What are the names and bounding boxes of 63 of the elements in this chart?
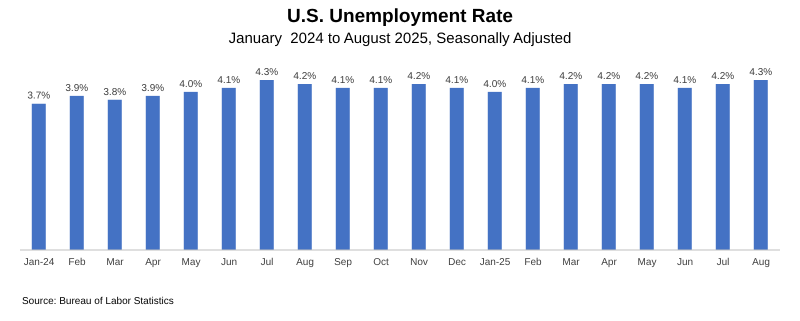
x-tick-label: Jun — [676, 257, 694, 268]
bar — [70, 96, 84, 250]
x-tick-label: Oct — [373, 257, 389, 268]
x-tick-label: Nov — [410, 257, 428, 268]
x-tick-label: Jan-24 — [24, 257, 55, 268]
x-tick-label: May — [182, 257, 200, 268]
data-label: 4.1% — [521, 74, 544, 86]
x-tick-label: Aug — [752, 257, 770, 268]
data-label: 4.2% — [559, 70, 582, 82]
bar — [184, 92, 198, 250]
data-label: 4.1% — [445, 74, 468, 86]
data-label: 4.2% — [635, 70, 658, 82]
x-tick-label: Jul — [716, 257, 730, 268]
bar — [526, 88, 540, 250]
bar — [336, 88, 350, 250]
x-tick-label: Mar — [106, 257, 124, 268]
x-tick-label: Jan-25 — [480, 257, 511, 268]
source-note: Source: Bureau of Labor Statistics — [22, 296, 174, 307]
x-tick-label: Apr — [145, 257, 162, 268]
x-tick-label: Feb — [524, 257, 542, 268]
bar — [298, 84, 312, 250]
bar — [260, 80, 274, 250]
data-label: 4.0% — [179, 78, 202, 90]
x-tick-label: Dec — [448, 257, 466, 268]
chart-title: U.S. Unemployment Rate — [286, 6, 514, 28]
x-tick-label: May — [638, 257, 656, 268]
chart-subtitle: January 2024 to August 2025, Seasonally Adjusted — [228, 30, 572, 47]
data-label: 3.7% — [27, 90, 50, 102]
bar — [450, 88, 464, 250]
x-tick-label: Mar — [562, 257, 580, 268]
bar — [678, 88, 692, 250]
data-label: 4.0% — [483, 78, 506, 90]
data-label: 4.3% — [255, 67, 278, 78]
x-tick-label: Jul — [260, 257, 274, 268]
data-label: 4.2% — [597, 70, 620, 82]
bar — [488, 92, 502, 250]
data-label: 4.2% — [293, 70, 316, 82]
bar — [564, 84, 578, 250]
x-tick-label: Jun — [220, 257, 238, 268]
x-tick-label: Apr — [601, 257, 618, 268]
x-tick-label: Sep — [334, 257, 352, 268]
data-label: 4.3% — [749, 67, 772, 78]
data-label: 4.2% — [407, 70, 430, 82]
data-label: 4.1% — [673, 74, 696, 86]
bar — [412, 84, 426, 250]
bar — [602, 84, 616, 250]
data-label: 3.8% — [103, 86, 126, 98]
data-label: 3.9% — [65, 82, 88, 94]
x-tick-label: Feb — [68, 257, 86, 268]
bar — [32, 104, 46, 250]
bar — [640, 84, 654, 250]
data-label: 4.1% — [217, 74, 240, 86]
data-label: 4.2% — [711, 70, 734, 82]
x-tick-label: Aug — [296, 257, 314, 268]
bar — [716, 84, 730, 250]
bar — [754, 80, 768, 250]
data-label: 4.1% — [369, 74, 392, 86]
bar — [222, 88, 236, 250]
data-label: 3.9% — [141, 82, 164, 94]
data-label: 4.1% — [331, 74, 354, 86]
bar — [108, 100, 122, 250]
bar — [374, 88, 388, 250]
bar — [146, 96, 160, 250]
